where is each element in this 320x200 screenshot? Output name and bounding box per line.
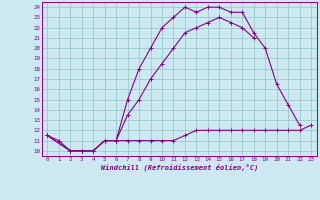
- X-axis label: Windchill (Refroidissement éolien,°C): Windchill (Refroidissement éolien,°C): [100, 164, 258, 171]
